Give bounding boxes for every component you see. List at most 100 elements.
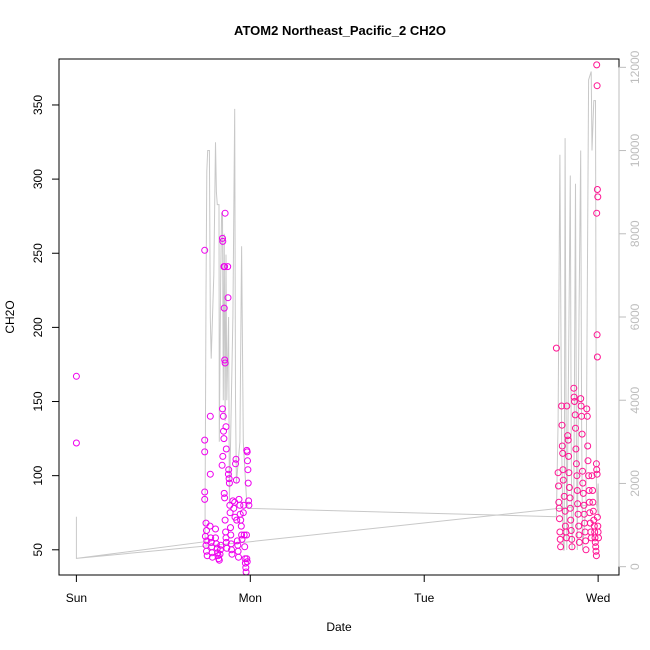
data-point [568, 543, 576, 551]
data-point [591, 538, 599, 546]
data-point [201, 495, 209, 503]
chart-title: ATOM2 Northeast_Pacific_2 CH2O [234, 23, 446, 38]
data-point [201, 488, 209, 496]
data-point [237, 522, 245, 530]
data-point [238, 535, 246, 543]
x-tick-label: Mon [239, 591, 262, 605]
data-point [216, 546, 224, 554]
data-point [235, 553, 242, 561]
data-point [565, 469, 573, 477]
data-point [565, 452, 573, 460]
data-point [228, 550, 236, 558]
data-point [588, 472, 596, 480]
y2-tick-label: 2000 [628, 470, 642, 497]
data-point [584, 442, 592, 450]
data-point [568, 535, 576, 543]
data-point [221, 516, 229, 524]
data-point [224, 263, 232, 271]
data-point [219, 405, 226, 413]
data-point [207, 534, 215, 542]
y2-tick-label: 4000 [628, 387, 642, 414]
data-point [593, 470, 601, 478]
data-point [585, 498, 593, 506]
data-point [554, 469, 562, 477]
data-point [238, 531, 246, 539]
data-point [243, 531, 250, 539]
data-point [245, 497, 253, 505]
data-point [572, 460, 580, 468]
data-point [245, 501, 253, 509]
data-point [593, 331, 601, 339]
data-point [219, 452, 227, 460]
data-point [223, 544, 231, 552]
data-point [578, 430, 586, 438]
y-tick-label: 100 [31, 465, 45, 485]
data-point [579, 479, 587, 487]
data-point [243, 448, 251, 456]
data-point [243, 555, 251, 563]
data-point [232, 476, 240, 484]
data-point [561, 507, 569, 515]
data-point [564, 436, 572, 444]
y2-tick-label: 10000 [628, 134, 642, 168]
y2-tick-label: 0 [628, 563, 642, 570]
data-point [567, 516, 575, 524]
data-point [592, 543, 600, 551]
data-point [592, 547, 600, 555]
data-point [559, 449, 567, 457]
data-point [571, 411, 579, 419]
data-point [201, 246, 209, 254]
data-point [206, 470, 214, 478]
data-point [573, 472, 581, 480]
x-tick-label: Wed [586, 591, 610, 605]
y-tick-label: 300 [31, 169, 45, 189]
data-point [221, 263, 229, 271]
data-point [558, 442, 566, 450]
data-point [212, 540, 220, 548]
data-point [240, 531, 248, 539]
y-tick-label: 50 [31, 543, 45, 557]
data-point [72, 439, 80, 447]
y-tick-label: 200 [31, 317, 45, 337]
data-point [572, 445, 580, 453]
data-point [220, 304, 228, 312]
series-points-layer [72, 61, 602, 576]
data-point [579, 467, 586, 475]
data-point [587, 534, 595, 542]
data-point [240, 501, 248, 509]
data-point [212, 525, 219, 533]
data-point [589, 498, 597, 506]
x-tick-label: Tue [414, 591, 435, 605]
data-point [559, 476, 567, 484]
data-point [221, 209, 229, 217]
data-point [584, 457, 592, 465]
data-point [244, 466, 252, 474]
data-point [575, 531, 583, 539]
data-point [226, 509, 234, 517]
data-point [206, 412, 214, 420]
data-point [594, 193, 602, 201]
data-point [586, 509, 594, 517]
data-point [566, 494, 574, 502]
data-point [589, 507, 597, 515]
data-point [219, 237, 227, 245]
data-point [224, 470, 232, 478]
data-point [575, 522, 583, 530]
data-point [570, 393, 578, 401]
data-point [552, 344, 560, 352]
data-point [225, 479, 233, 487]
data-point [72, 372, 80, 380]
y-axis-left: 50 100 150 200 250 300 350 [31, 95, 60, 557]
data-point [593, 82, 601, 90]
data-point [589, 487, 597, 494]
x-axis: Sun Mon Tue Wed [66, 574, 610, 605]
data-point [241, 559, 249, 567]
data-point [558, 402, 566, 410]
data-point [593, 513, 601, 521]
data-point [593, 186, 601, 193]
data-point [585, 487, 593, 494]
data-point [236, 501, 244, 509]
data-point [564, 432, 572, 440]
data-point [556, 515, 563, 523]
y2-tick-label: 12000 [628, 50, 642, 84]
